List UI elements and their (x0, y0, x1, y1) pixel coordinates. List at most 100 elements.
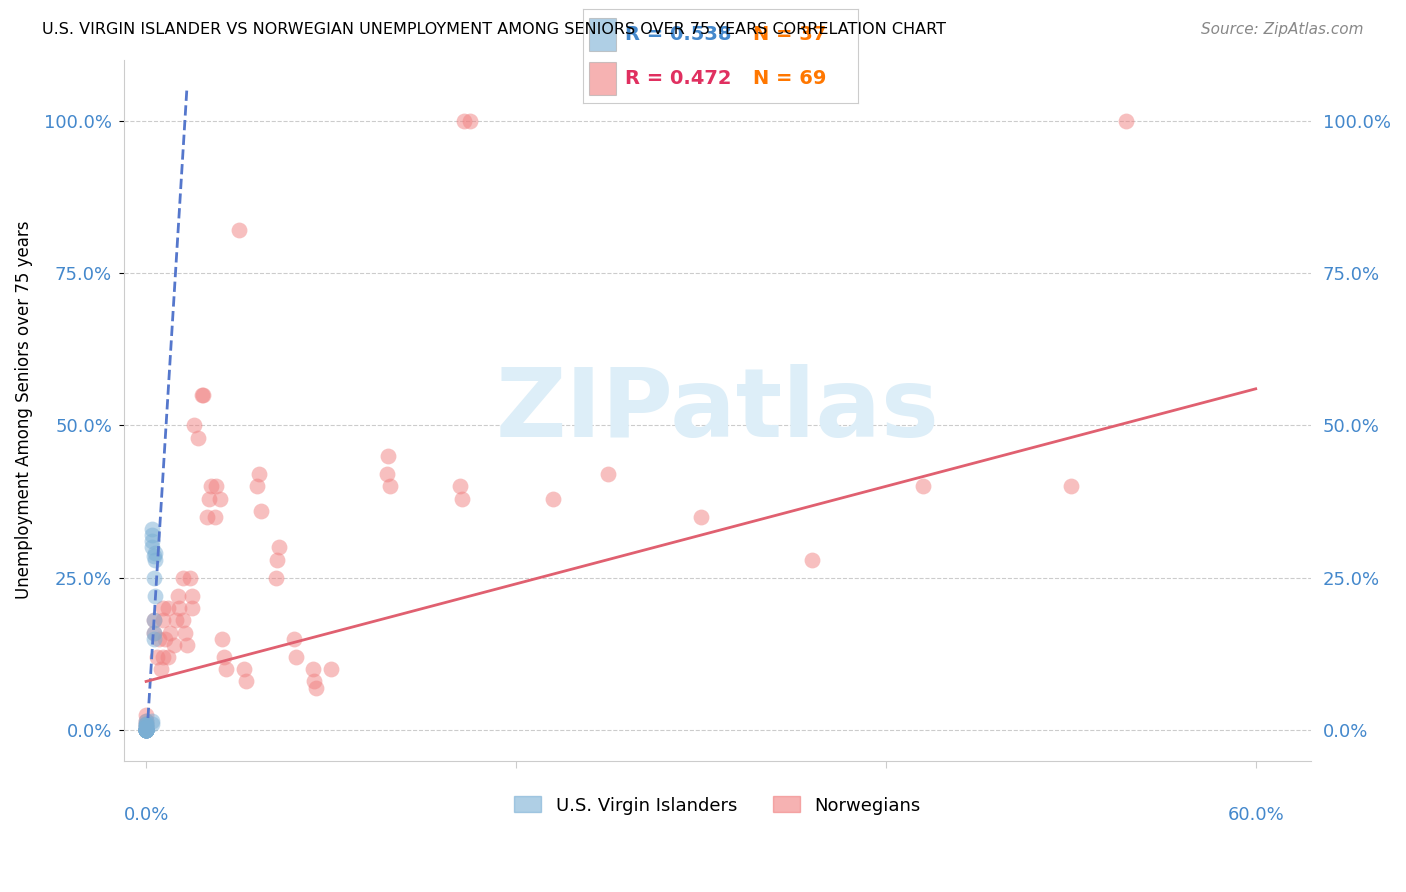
Bar (589, 18, 616, 51)
Point (179, 571, 201, 585)
Text: 60.0%: 60.0% (1227, 806, 1284, 824)
Point (911, 479, 934, 493)
Point (135, 717, 157, 731)
Point (135, 720, 157, 734)
Point (319, 662, 342, 676)
Point (249, 504, 271, 518)
Point (135, 723, 157, 738)
Point (269, 541, 291, 555)
Point (195, 509, 218, 524)
Point (141, 528, 163, 542)
Point (598, 467, 620, 482)
Point (135, 717, 157, 731)
Text: R = 0.472: R = 0.472 (624, 69, 731, 87)
Point (135, 723, 157, 738)
Point (163, 638, 186, 652)
Point (141, 522, 163, 536)
Point (135, 723, 157, 738)
Legend: U.S. Virgin Islanders, Norwegians: U.S. Virgin Islanders, Norwegians (508, 789, 928, 822)
Point (135, 717, 157, 731)
Point (135, 723, 157, 738)
Point (157, 601, 180, 615)
Point (193, 388, 215, 402)
Point (450, 479, 472, 493)
Point (176, 638, 198, 652)
Point (458, 113, 481, 128)
Point (135, 723, 157, 738)
Point (135, 723, 157, 738)
Point (200, 479, 222, 493)
Point (235, 674, 257, 689)
Point (135, 723, 157, 738)
Point (690, 509, 713, 524)
Point (1060, 479, 1083, 493)
Point (141, 541, 163, 555)
Point (800, 552, 823, 566)
Point (135, 720, 157, 734)
Point (135, 723, 157, 738)
Point (183, 418, 205, 433)
Point (146, 650, 169, 665)
Point (247, 467, 270, 482)
Point (214, 662, 236, 676)
Point (142, 625, 165, 640)
Point (453, 113, 475, 128)
Point (142, 625, 165, 640)
Point (143, 589, 166, 603)
Point (135, 718, 157, 732)
Point (541, 491, 564, 506)
Text: 0.0%: 0.0% (124, 806, 169, 824)
Point (143, 552, 166, 566)
Point (135, 714, 157, 728)
Point (172, 571, 194, 585)
Point (152, 601, 174, 615)
Point (141, 534, 163, 549)
Point (181, 601, 204, 615)
Point (301, 662, 323, 676)
Point (135, 723, 157, 738)
Text: N = 37: N = 37 (754, 25, 827, 44)
Text: R = 0.538: R = 0.538 (624, 25, 731, 44)
Point (380, 479, 402, 493)
Point (304, 674, 326, 689)
Point (135, 723, 157, 738)
Text: U.S. VIRGIN ISLANDER VS NORWEGIAN UNEMPLOYMENT AMONG SENIORS OVER 75 YEARS CORRE: U.S. VIRGIN ISLANDER VS NORWEGIAN UNEMPL… (42, 22, 946, 37)
Point (211, 632, 233, 646)
Point (266, 552, 288, 566)
Point (148, 632, 170, 646)
Point (174, 625, 197, 640)
Text: Source: ZipAtlas.com: Source: ZipAtlas.com (1201, 22, 1364, 37)
Point (165, 614, 187, 628)
Point (142, 571, 165, 585)
Point (142, 549, 165, 564)
Point (187, 431, 209, 445)
Point (135, 723, 157, 738)
Point (204, 509, 226, 524)
Point (198, 491, 221, 506)
Point (135, 714, 157, 728)
Point (135, 720, 157, 734)
Point (375, 467, 398, 482)
Point (142, 614, 165, 628)
Point (157, 650, 180, 665)
Point (172, 614, 194, 628)
Point (135, 723, 157, 738)
Point (264, 571, 287, 585)
Point (284, 650, 307, 665)
Point (141, 717, 163, 731)
Point (142, 632, 165, 646)
Point (135, 722, 157, 736)
Point (135, 708, 157, 723)
Point (181, 589, 204, 603)
Point (159, 625, 181, 640)
Point (135, 723, 157, 738)
Point (135, 723, 157, 738)
Point (212, 650, 235, 665)
Point (377, 449, 399, 463)
Point (169, 601, 191, 615)
Text: N = 69: N = 69 (754, 69, 827, 87)
Point (246, 479, 269, 493)
Point (135, 723, 157, 738)
Point (190, 388, 212, 402)
Point (143, 546, 166, 560)
